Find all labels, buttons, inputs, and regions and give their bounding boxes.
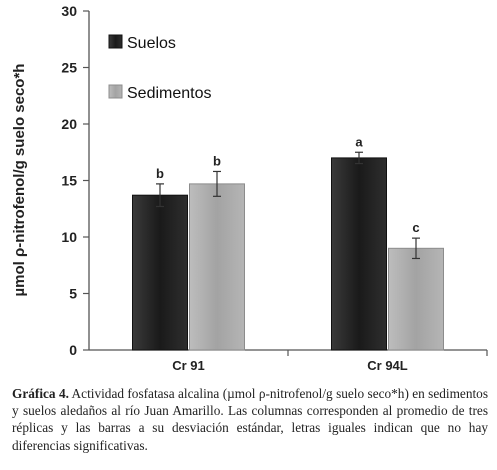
bars: b b a c <box>132 134 444 351</box>
y-tick-label: 15 <box>61 173 77 189</box>
legend-swatch-1 <box>108 84 123 99</box>
x-tick-label: Cr 91 <box>172 358 205 373</box>
legend-swatch-0 <box>108 34 123 49</box>
significance-label: b <box>213 153 221 168</box>
y-tick-label: 25 <box>61 60 77 76</box>
bar-1-1 <box>388 247 444 351</box>
bar-0-1 <box>331 157 387 351</box>
legend-label-1: Sedimentos <box>127 85 212 102</box>
caption-text: Actividad fosfatasa alcalina (µmol ρ-nit… <box>12 386 488 453</box>
y-tick-label: 10 <box>61 229 77 245</box>
bar-0-0 <box>132 194 188 351</box>
bar-chart: 0 5 10 15 20 25 30 Cr 91 Cr 94L b b a c Suelos Sedim… <box>11 3 488 373</box>
significance-label: a <box>355 134 363 149</box>
y-tick-label: 30 <box>61 3 77 19</box>
legend: Suelos Sedimentos <box>108 34 212 102</box>
bar-1-0 <box>189 183 245 351</box>
figure-caption: Gráfica 4. Actividad fosfatasa alcalina … <box>12 385 488 454</box>
y-tick-label: 20 <box>61 116 77 132</box>
caption-label: Gráfica 4. <box>12 386 69 401</box>
y-tick-label: 5 <box>69 286 77 302</box>
significance-label: b <box>156 166 164 181</box>
significance-label: c <box>412 220 419 235</box>
y-tick-label: 0 <box>69 342 77 358</box>
x-tick-label: Cr 94L <box>367 358 408 373</box>
legend-label-0: Suelos <box>127 35 176 52</box>
y-axis-label: µmol ρ-nitrofenol/g suelo seco*h <box>11 64 28 297</box>
